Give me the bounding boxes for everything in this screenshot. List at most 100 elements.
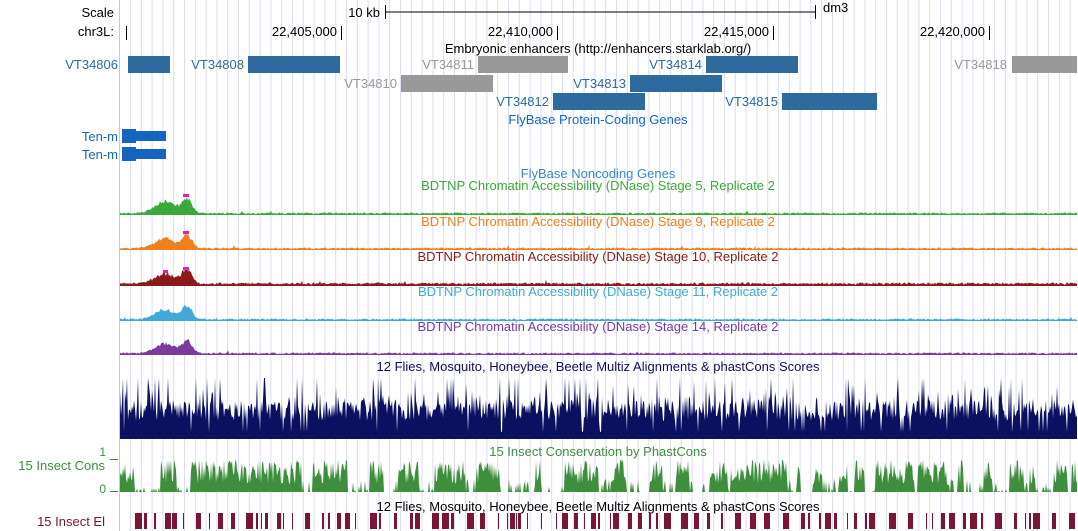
- dnase-track[interactable]: BDTNP Chromatin Accessibility (DNase) St…: [120, 178, 1077, 215]
- conserved-element[interactable]: [261, 513, 262, 529]
- conserved-element[interactable]: [1014, 513, 1017, 529]
- conserved-element[interactable]: [801, 513, 805, 529]
- enhancer-bar[interactable]: [478, 56, 568, 73]
- conserved-element[interactable]: [681, 513, 688, 529]
- dnase-track[interactable]: BDTNP Chromatin Accessibility (DNase) St…: [120, 319, 1077, 355]
- conserved-element[interactable]: [370, 513, 377, 529]
- conserved-element[interactable]: [218, 513, 223, 529]
- multiz-signal[interactable]: [120, 378, 1077, 439]
- conserved-element[interactable]: [1069, 513, 1075, 529]
- conserved-element[interactable]: [970, 513, 977, 529]
- genes-track[interactable]: Ten-m Ten-m: [82, 129, 166, 162]
- conserved-element[interactable]: [231, 513, 235, 529]
- conserved-element[interactable]: [379, 513, 381, 529]
- conserved-element[interactable]: [995, 513, 1002, 529]
- conserved-element[interactable]: [432, 513, 439, 529]
- dnase-track[interactable]: BDTNP Chromatin Accessibility (DNase) St…: [120, 249, 1077, 286]
- conserved-element[interactable]: [808, 513, 810, 529]
- conserved-element[interactable]: [664, 513, 671, 529]
- conserved-element[interactable]: [562, 513, 568, 529]
- conserved-element[interactable]: [144, 513, 147, 529]
- conserved-element[interactable]: [764, 513, 770, 529]
- enhancer-bar[interactable]: [782, 93, 877, 110]
- conserved-element[interactable]: [246, 513, 253, 529]
- conserved-element[interactable]: [865, 513, 867, 529]
- conserved-element[interactable]: [292, 513, 293, 529]
- conserved-element[interactable]: [541, 513, 542, 529]
- conserved-element[interactable]: [963, 513, 966, 529]
- gene-exon[interactable]: [136, 131, 166, 141]
- conserved-element[interactable]: [154, 513, 156, 529]
- enhancer-feature[interactable]: VT34808: [191, 56, 340, 73]
- dnase-track[interactable]: BDTNP Chromatin Accessibility (DNase) St…: [120, 284, 1077, 321]
- enhancer-label[interactable]: VT34806: [65, 57, 118, 72]
- gene-label[interactable]: Ten-m: [82, 129, 118, 144]
- conserved-element[interactable]: [165, 513, 171, 529]
- conserved-element[interactable]: [628, 513, 632, 529]
- cons-track[interactable]: [120, 459, 1077, 492]
- conserved-element[interactable]: [415, 513, 420, 529]
- enhancer-feature[interactable]: VT34814: [649, 56, 798, 73]
- gene-exon[interactable]: [122, 147, 136, 161]
- dnase-signal[interactable]: [120, 232, 1077, 249]
- enhancer-label[interactable]: VT34814: [649, 57, 702, 72]
- enhancer-label[interactable]: VT34811: [422, 57, 474, 72]
- conserved-element[interactable]: [847, 513, 848, 529]
- conserved-element[interactable]: [735, 513, 741, 529]
- conserved-element[interactable]: [498, 513, 499, 529]
- conserved-element[interactable]: [819, 513, 821, 529]
- dnase-track[interactable]: BDTNP Chromatin Accessibility (DNase) St…: [120, 214, 1077, 250]
- conserved-element[interactable]: [527, 513, 528, 529]
- conserved-element[interactable]: [355, 513, 356, 529]
- conserved-element[interactable]: [442, 513, 449, 529]
- conserved-element[interactable]: [196, 513, 201, 529]
- conserved-element[interactable]: [598, 513, 600, 529]
- dnase-signal[interactable]: [120, 339, 1077, 354]
- conserved-element[interactable]: [480, 513, 485, 529]
- conserved-element[interactable]: [889, 513, 896, 529]
- enhancer-feature[interactable]: VT34813: [573, 75, 722, 92]
- conserved-element[interactable]: [1052, 513, 1056, 529]
- conserved-element[interactable]: [610, 513, 611, 529]
- conserved-element[interactable]: [394, 513, 397, 529]
- enhancer-label[interactable]: VT34815: [725, 94, 778, 109]
- conserved-element[interactable]: [707, 513, 710, 529]
- conserved-element[interactable]: [656, 513, 658, 529]
- enhancer-bar[interactable]: [706, 56, 798, 73]
- conserved-element[interactable]: [574, 513, 578, 529]
- conserved-element[interactable]: [556, 513, 557, 529]
- conserved-element[interactable]: [1025, 513, 1026, 529]
- conserved-element[interactable]: [467, 513, 474, 529]
- enhancer-bar[interactable]: [128, 56, 170, 73]
- conserved-element[interactable]: [183, 513, 184, 529]
- enhancer-feature[interactable]: VT34811: [422, 56, 568, 73]
- conserved-element[interactable]: [516, 513, 517, 529]
- enhancer-feature[interactable]: VT34806: [65, 56, 170, 73]
- elements-track[interactable]: [135, 513, 1075, 529]
- conserved-element[interactable]: [908, 513, 913, 529]
- enhancer-feature[interactable]: VT34815: [725, 93, 877, 110]
- conserved-element[interactable]: [410, 513, 413, 529]
- conserved-element[interactable]: [613, 513, 619, 529]
- dnase-signal[interactable]: [120, 304, 1077, 320]
- conserved-element[interactable]: [869, 513, 875, 529]
- conserved-element[interactable]: [941, 513, 945, 529]
- enhancer-label[interactable]: VT34812: [496, 94, 549, 109]
- conserved-element[interactable]: [926, 513, 927, 529]
- conserved-element[interactable]: [518, 513, 521, 529]
- conserved-element[interactable]: [337, 513, 341, 529]
- enhancer-feature[interactable]: VT34812: [496, 93, 645, 110]
- conserved-element[interactable]: [135, 513, 142, 529]
- conserved-element[interactable]: [283, 513, 284, 529]
- conserved-element[interactable]: [209, 513, 210, 529]
- conserved-element[interactable]: [721, 513, 723, 529]
- conserved-element[interactable]: [949, 513, 955, 529]
- enhancer-feature[interactable]: VT34810: [344, 75, 493, 92]
- gene-feature[interactable]: Ten-m: [82, 147, 166, 162]
- enhancer-bar[interactable]: [248, 56, 340, 73]
- conserved-element[interactable]: [451, 513, 454, 529]
- conserved-element[interactable]: [277, 513, 281, 529]
- conserved-element[interactable]: [825, 513, 831, 529]
- gene-exon[interactable]: [122, 129, 136, 143]
